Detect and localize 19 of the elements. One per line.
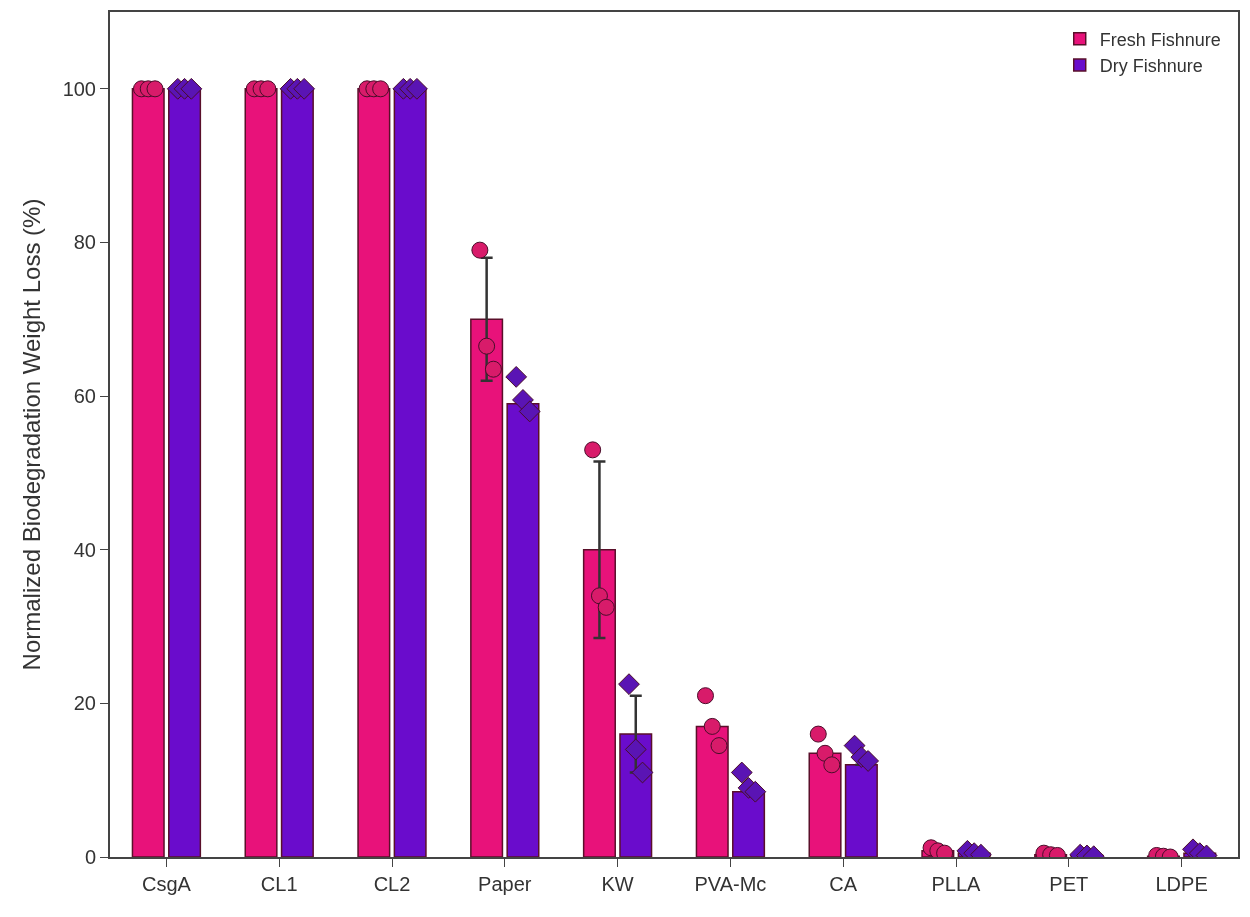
x-tick-label: KW — [601, 873, 634, 895]
y-tick-label: 100 — [62, 77, 96, 100]
x-tick-label: CL1 — [260, 873, 298, 895]
legend-label: Fresh Fishnure — [1099, 29, 1221, 50]
x-tick-label: CA — [829, 873, 858, 895]
y-tick-label: 20 — [73, 692, 96, 715]
x-tick-label: Paper — [478, 873, 532, 895]
y-tick-label: 60 — [73, 385, 96, 408]
x-tick-label: PLLA — [931, 873, 982, 895]
y-tick-label: 0 — [84, 846, 96, 868]
x-tick-label: CsgA — [141, 873, 192, 895]
y-axis-title: Normalized Biodegradation Weight Loss (%) — [18, 198, 46, 671]
y-tick-label: 80 — [73, 231, 96, 254]
legend-label: Dry Fishnure — [1099, 56, 1203, 77]
x-tick-label: PET — [1049, 873, 1089, 895]
x-tick-label: CL2 — [373, 873, 411, 895]
y-tick-label: 40 — [73, 538, 96, 561]
x-tick-label: LDPE — [1155, 873, 1208, 895]
x-tick-label: PVA-Mc — [694, 873, 767, 895]
